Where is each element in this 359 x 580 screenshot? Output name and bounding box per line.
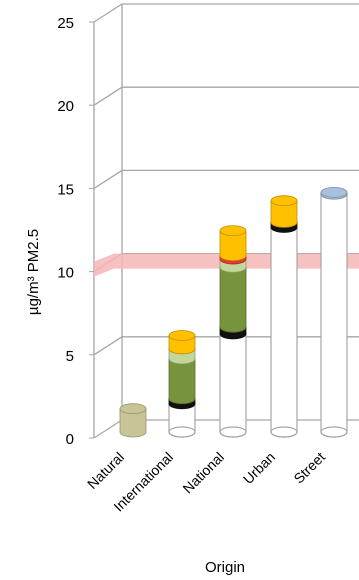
gridlines	[89, 3, 359, 439]
bar-segment	[219, 225, 247, 262]
gridline	[93, 169, 359, 189]
bar-segment	[119, 403, 147, 438]
bar-segment-body	[219, 230, 247, 262]
bar-segment	[270, 195, 298, 228]
x-axis-title: Origin	[205, 559, 245, 576]
y-axis-title: µg/m³ PM2.5	[25, 229, 42, 315]
category-label: Urban	[240, 449, 278, 487]
bar-segment-body	[219, 266, 247, 333]
bar-segment-body	[270, 226, 298, 438]
bars	[119, 186, 348, 438]
gridline	[93, 86, 359, 106]
gridline	[93, 3, 359, 23]
bar-segment	[270, 221, 298, 438]
bar-segment-top	[270, 195, 298, 207]
y-tick-label: 10	[57, 265, 74, 282]
y-tick-label: 15	[57, 181, 74, 198]
bar-segment-body	[320, 193, 348, 438]
category-label: National	[179, 449, 227, 497]
bar-segment	[168, 330, 196, 355]
bar-segment-body	[119, 408, 147, 438]
y-tick-label: 25	[57, 15, 74, 32]
bar-segment-body	[219, 333, 247, 438]
bar-segment-base	[219, 426, 247, 438]
bar-segment-top	[119, 403, 147, 415]
bar-segment-top	[168, 330, 196, 341]
bar-segment-base	[320, 426, 348, 438]
category-label: Natural	[84, 449, 127, 492]
bar-segment	[219, 261, 247, 333]
y-tick-labels: 0 5 10 15 20 25	[57, 15, 74, 448]
y-tick-label: 20	[57, 98, 74, 115]
y-tick-label: 5	[66, 348, 74, 365]
bar-segment-base	[168, 426, 196, 438]
bar-segment-top	[320, 186, 348, 198]
bar-segment	[320, 186, 348, 200]
bar-segment-base	[270, 426, 298, 438]
y-tick-label: 0	[66, 431, 74, 448]
bar-segment-body	[168, 358, 196, 405]
category-label: Street	[290, 449, 328, 487]
bar-segment-body	[270, 200, 298, 228]
bar-segment	[219, 328, 247, 438]
bar-segment	[320, 188, 348, 438]
bar-segment-top	[219, 225, 247, 237]
